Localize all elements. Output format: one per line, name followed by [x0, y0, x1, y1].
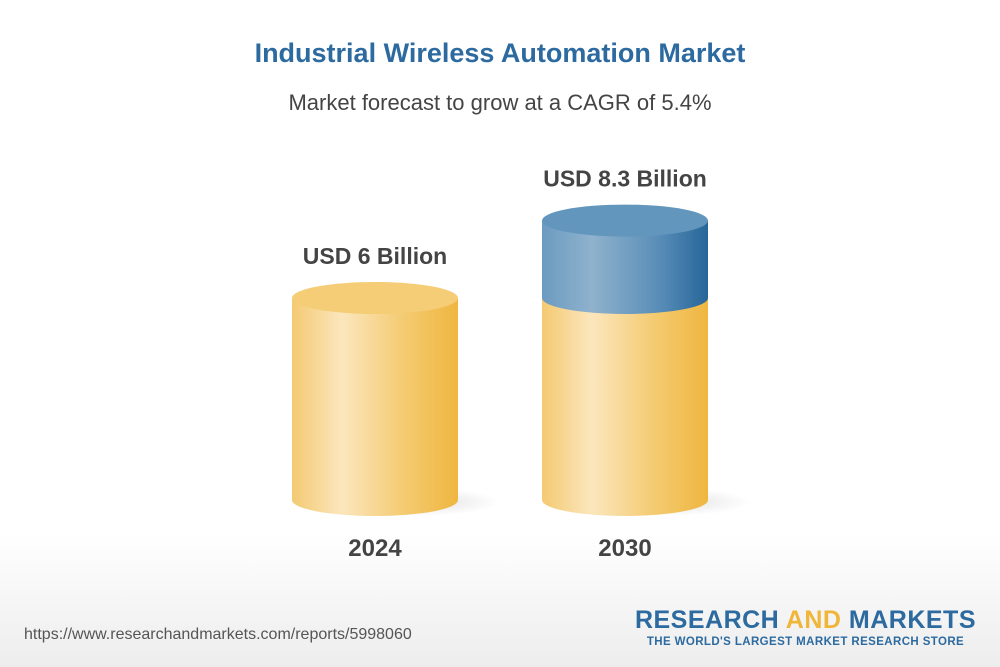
category-label-2024: 2024: [348, 535, 402, 562]
category-label-2030: 2030: [598, 535, 651, 562]
bar-base-2024: [292, 298, 458, 516]
logo-text: MARKETS: [841, 606, 976, 634]
data-label-2030: USD 8.3 Billion: [543, 166, 707, 192]
data-label-2024: USD 6 Billion: [303, 243, 447, 269]
bar-base-2030: [542, 298, 708, 516]
logo-text: RESEARCH: [634, 606, 786, 634]
bar-top-2030: [542, 204, 708, 237]
source-url[interactable]: https://www.researchandmarkets.com/repor…: [24, 626, 412, 643]
research-and-markets-logo: RESEARCH AND MARKETS THE WORLD'S LARGEST…: [635, 606, 976, 648]
logo-tagline: THE WORLD'S LARGEST MARKET RESEARCH STOR…: [646, 636, 965, 648]
bar-top-2024: [292, 282, 458, 314]
chart-subtitle: Market forecast to grow at a CAGR of 5.4…: [288, 90, 712, 115]
bar-growth-2030: [542, 220, 708, 314]
logo-text-and: AND: [785, 606, 842, 634]
chart-title: Industrial Wireless Automation Market: [254, 38, 746, 68]
